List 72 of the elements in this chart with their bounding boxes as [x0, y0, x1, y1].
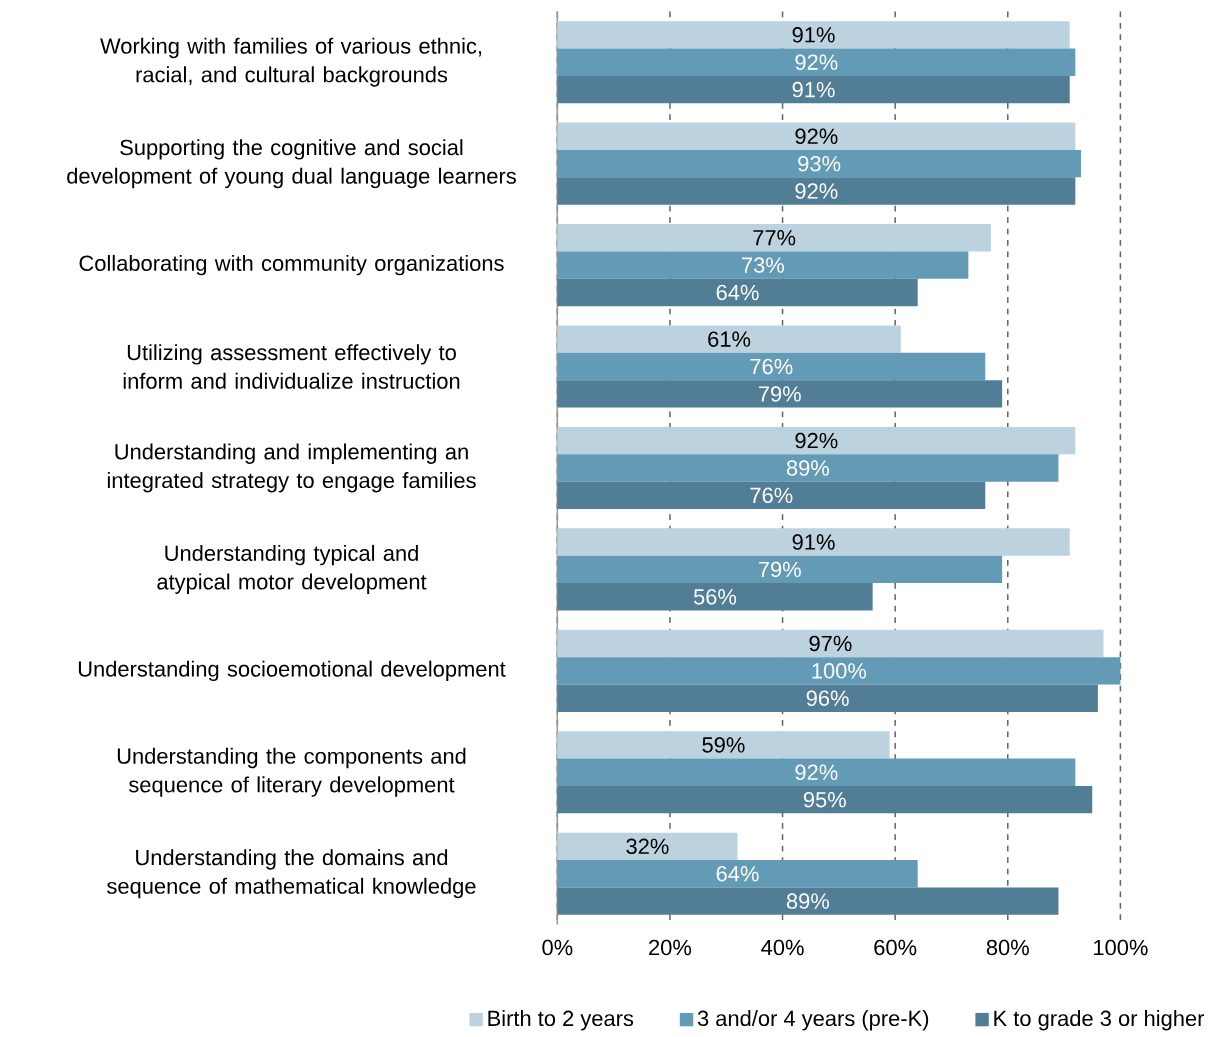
y-tick-label: Understanding socioemotional development [78, 660, 506, 682]
data-label: 91% [792, 81, 835, 98]
bar [557, 278, 918, 307]
x-tick-label: 80% [986, 939, 1029, 956]
bar [557, 684, 1098, 713]
data-label: 92% [795, 54, 838, 71]
data-label: 93% [798, 155, 841, 172]
bar [557, 177, 1076, 205]
bar [557, 832, 738, 861]
bar [557, 224, 991, 252]
bar [557, 786, 1093, 814]
bar [557, 481, 986, 510]
bar [557, 325, 901, 353]
bar [557, 122, 1076, 151]
data-label: 77% [753, 230, 796, 246]
bar [557, 454, 1059, 482]
bar [557, 887, 1059, 915]
bar [557, 860, 918, 888]
data-label: 79% [758, 561, 801, 578]
data-label: 56% [693, 589, 737, 605]
data-label: 64% [716, 866, 759, 882]
data-label: 76% [750, 487, 793, 504]
data-label: 61% [708, 331, 751, 347]
bar [557, 583, 873, 611]
data-label: 89% [786, 893, 830, 909]
bar [557, 21, 1070, 49]
y-tick-label: Understanding typical and atypical motor development [157, 545, 427, 594]
bar [557, 555, 1003, 584]
bar [557, 352, 986, 381]
bar [557, 758, 1076, 787]
data-label: 92% [795, 183, 838, 199]
y-tick-label: Understanding the domains and sequence of mathematical knowledge [107, 849, 476, 899]
y-tick-label: Working with families of various ethnic, racial, and cultural backgrounds [100, 37, 482, 87]
legend-label: Birth to 2 years [488, 1010, 634, 1031]
bar [557, 629, 1104, 658]
data-label: 92% [795, 128, 838, 145]
data-label: 96% [806, 690, 849, 707]
x-tick-label: 100% [1094, 939, 1148, 956]
bar [557, 251, 969, 279]
data-label: 64% [716, 284, 759, 301]
x-tick-label: 20% [649, 939, 692, 956]
data-label: 97% [809, 635, 852, 652]
y-tick-label: Understanding and implementing an integrated strategy to engage families [107, 443, 476, 493]
bar [557, 48, 1076, 76]
bar [557, 76, 1070, 104]
legend-label: K to grade 3 or higher [994, 1010, 1205, 1031]
bar [557, 657, 1121, 685]
y-tick-label: Supporting the cognitive and social development of young dual language learners [67, 139, 516, 189]
y-tick-label: Utilizing assessment effectively to inform and individualize instruction [123, 344, 460, 389]
y-tick-label: Collaborating with community organizations [79, 254, 504, 276]
x-tick-label: 60% [874, 939, 917, 956]
bar [557, 731, 890, 759]
bar [557, 150, 1081, 178]
data-label: 73% [742, 257, 784, 273]
data-label: 32% [626, 838, 669, 855]
data-label: 91% [792, 27, 835, 43]
data-label: 91% [792, 534, 835, 550]
data-label: 76% [750, 358, 793, 375]
legend-label: 3 and/or 4 years (pre-K) [697, 1010, 929, 1031]
y-tick-label: Understanding the components and sequence of literary development [117, 747, 466, 797]
x-tick-label: 40% [761, 939, 804, 956]
data-label: 92% [795, 764, 838, 781]
bar [557, 380, 1003, 408]
bar [557, 528, 1070, 556]
data-label: 89% [786, 460, 830, 476]
bar [557, 426, 1076, 455]
data-label: 79% [758, 386, 801, 402]
data-label: 95% [803, 792, 846, 808]
data-label: 92% [795, 432, 838, 449]
data-label: 59% [702, 737, 745, 753]
x-tick-label: 0% [542, 939, 573, 956]
data-label: 100% [812, 663, 867, 679]
